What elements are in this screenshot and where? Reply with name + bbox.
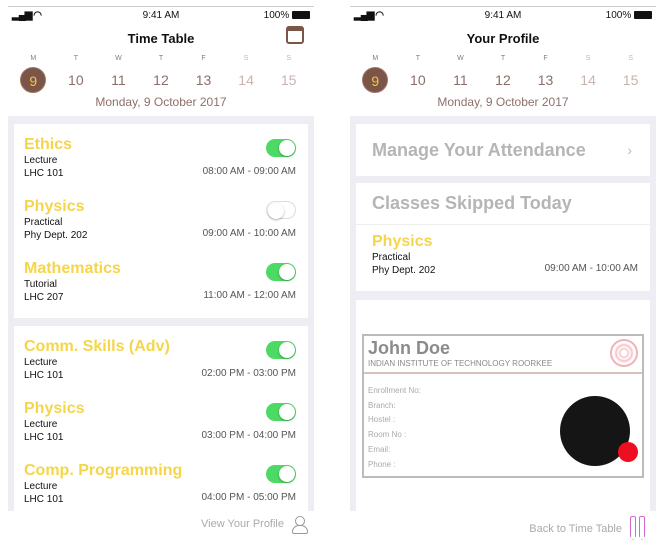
id-card: John Doe INDIAN INSTITUTE OF TECHNOLOGY …: [362, 334, 644, 478]
page-title: Time Table: [127, 31, 195, 46]
field-hostel: Hostel :: [368, 415, 396, 425]
class-item: Physics Practical Phy Dept. 202 09:00 AM…: [14, 186, 308, 248]
day-11[interactable]: W 11: [111, 55, 126, 88]
day-10[interactable]: T 10: [410, 55, 426, 88]
class-card: Comm. Skills (Adv) Lecture LHC 101 02:00…: [14, 326, 308, 511]
class-time: 11:00 AM - 12:00 AM: [203, 290, 296, 301]
attendance-toggle[interactable]: [266, 403, 296, 421]
day-15[interactable]: S 15: [622, 55, 639, 88]
day-15[interactable]: S 15: [280, 55, 297, 88]
page-title: Your Profile: [466, 31, 540, 46]
calendar-icon[interactable]: [286, 26, 304, 44]
skipped-classes-card: Classes Skipped Today Physics Practical …: [356, 183, 650, 291]
timetable-list: Ethics Lecture LHC 101 08:00 AM - 09:00 …: [8, 116, 314, 511]
class-type: Lecture: [24, 419, 58, 430]
status-dot: [618, 442, 638, 462]
signal-icon: ▂▄▆ ◠: [354, 10, 384, 21]
battery-icon: [634, 11, 652, 20]
field-email: Email:: [368, 444, 391, 454]
day-10[interactable]: T 10: [68, 55, 84, 88]
institute-name: INDIAN INSTITUTE OF TECHNOLOGY ROORKEE: [364, 359, 642, 374]
signal-icon: ▂▄▆ ◠: [12, 10, 42, 21]
field-phone: Phone :: [368, 459, 396, 469]
day-11[interactable]: W 11: [453, 55, 468, 88]
class-time: 03:00 PM - 04:00 PM: [201, 430, 297, 441]
class-room: LHC 101: [24, 432, 64, 443]
class-item: Comm. Skills (Adv) Lecture LHC 101 02:00…: [14, 326, 308, 388]
attendance-toggle[interactable]: [266, 263, 296, 281]
class-time: 09:00 AM - 10:00 AM: [202, 228, 296, 239]
class-item: Physics Lecture LHC 101 03:00 PM - 04:00…: [14, 388, 308, 450]
status-bar: ▂▄▆ ◠ 9:41 AM 100%: [8, 10, 314, 24]
class-item: Mathematics Tutorial LHC 207 11:00 AM - …: [14, 248, 308, 310]
subject-name: Physics: [24, 198, 85, 215]
class-item: Comp. Programming Lecture LHC 101 04:00 …: [14, 450, 308, 512]
day-14[interactable]: S 14: [238, 55, 254, 88]
status-bar: ▂▄▆ ◠ 9:41 AM 100%: [350, 10, 656, 24]
day-12[interactable]: T 12: [495, 55, 511, 88]
field-enrollment: Enrollment No:: [368, 386, 421, 395]
chevron-right-icon: ›: [627, 142, 632, 158]
class-type: Lecture: [24, 481, 58, 492]
user-icon: [292, 516, 308, 534]
subject-name: Mathematics: [24, 260, 121, 277]
day-12[interactable]: T 12: [153, 55, 169, 88]
institute-logo: [610, 339, 638, 367]
class-room: LHC 207: [24, 292, 64, 303]
subject-name: Physics: [24, 400, 85, 417]
manage-attendance-button[interactable]: Manage Your Attendance ›: [356, 124, 650, 176]
attendance-toggle[interactable]: [266, 465, 296, 483]
class-type: Lecture: [24, 357, 58, 368]
selected-date: Monday, 9 October 2017: [437, 95, 569, 109]
class-type: Practical: [24, 217, 63, 228]
class-room: LHC 101: [24, 494, 64, 505]
class-time: 02:00 PM - 03:00 PM: [201, 368, 297, 379]
field-room: Room No :: [368, 430, 407, 440]
subject-name: Comm. Skills (Adv): [24, 338, 170, 355]
battery: 100%: [264, 10, 310, 21]
attendance-toggle[interactable]: [266, 139, 296, 157]
class-time: 08:00 AM - 09:00 AM: [202, 166, 296, 177]
day-13[interactable]: F 13: [195, 55, 212, 88]
class-room: LHC 101: [24, 370, 64, 381]
pencil-icon: [630, 516, 648, 542]
class-time: 04:00 PM - 05:00 PM: [201, 492, 297, 503]
class-item: Ethics Lecture LHC 101 08:00 AM - 09:00 …: [14, 124, 308, 186]
student-name: John Doe: [368, 338, 451, 358]
day-13[interactable]: F 13: [537, 55, 554, 88]
back-to-timetable-button[interactable]: Back to Time Table: [529, 516, 648, 542]
selected-date: Monday, 9 October 2017: [95, 95, 227, 109]
class-card: Ethics Lecture LHC 101 08:00 AM - 09:00 …: [14, 124, 308, 318]
class-room: LHC 101: [24, 168, 64, 179]
class-type: Lecture: [24, 155, 58, 166]
subject-name: Ethics: [24, 136, 73, 153]
attendance-toggle[interactable]: [266, 341, 296, 359]
clock: 9:41 AM: [142, 10, 180, 21]
day-14[interactable]: S 14: [580, 55, 596, 88]
battery-icon: [292, 11, 310, 20]
view-profile-button[interactable]: View Your Profile: [201, 516, 308, 534]
attendance-toggle[interactable]: [266, 201, 296, 219]
skipped-class-item[interactable]: Physics Practical Phy Dept. 202 09:00 AM…: [372, 233, 638, 276]
field-branch: Branch:: [368, 400, 396, 410]
subject-name: Comp. Programming: [24, 462, 183, 479]
id-card-panel: John Doe INDIAN INSTITUTE OF TECHNOLOGY …: [356, 300, 650, 511]
class-type: Tutorial: [24, 279, 57, 290]
class-room: Phy Dept. 202: [24, 230, 88, 241]
